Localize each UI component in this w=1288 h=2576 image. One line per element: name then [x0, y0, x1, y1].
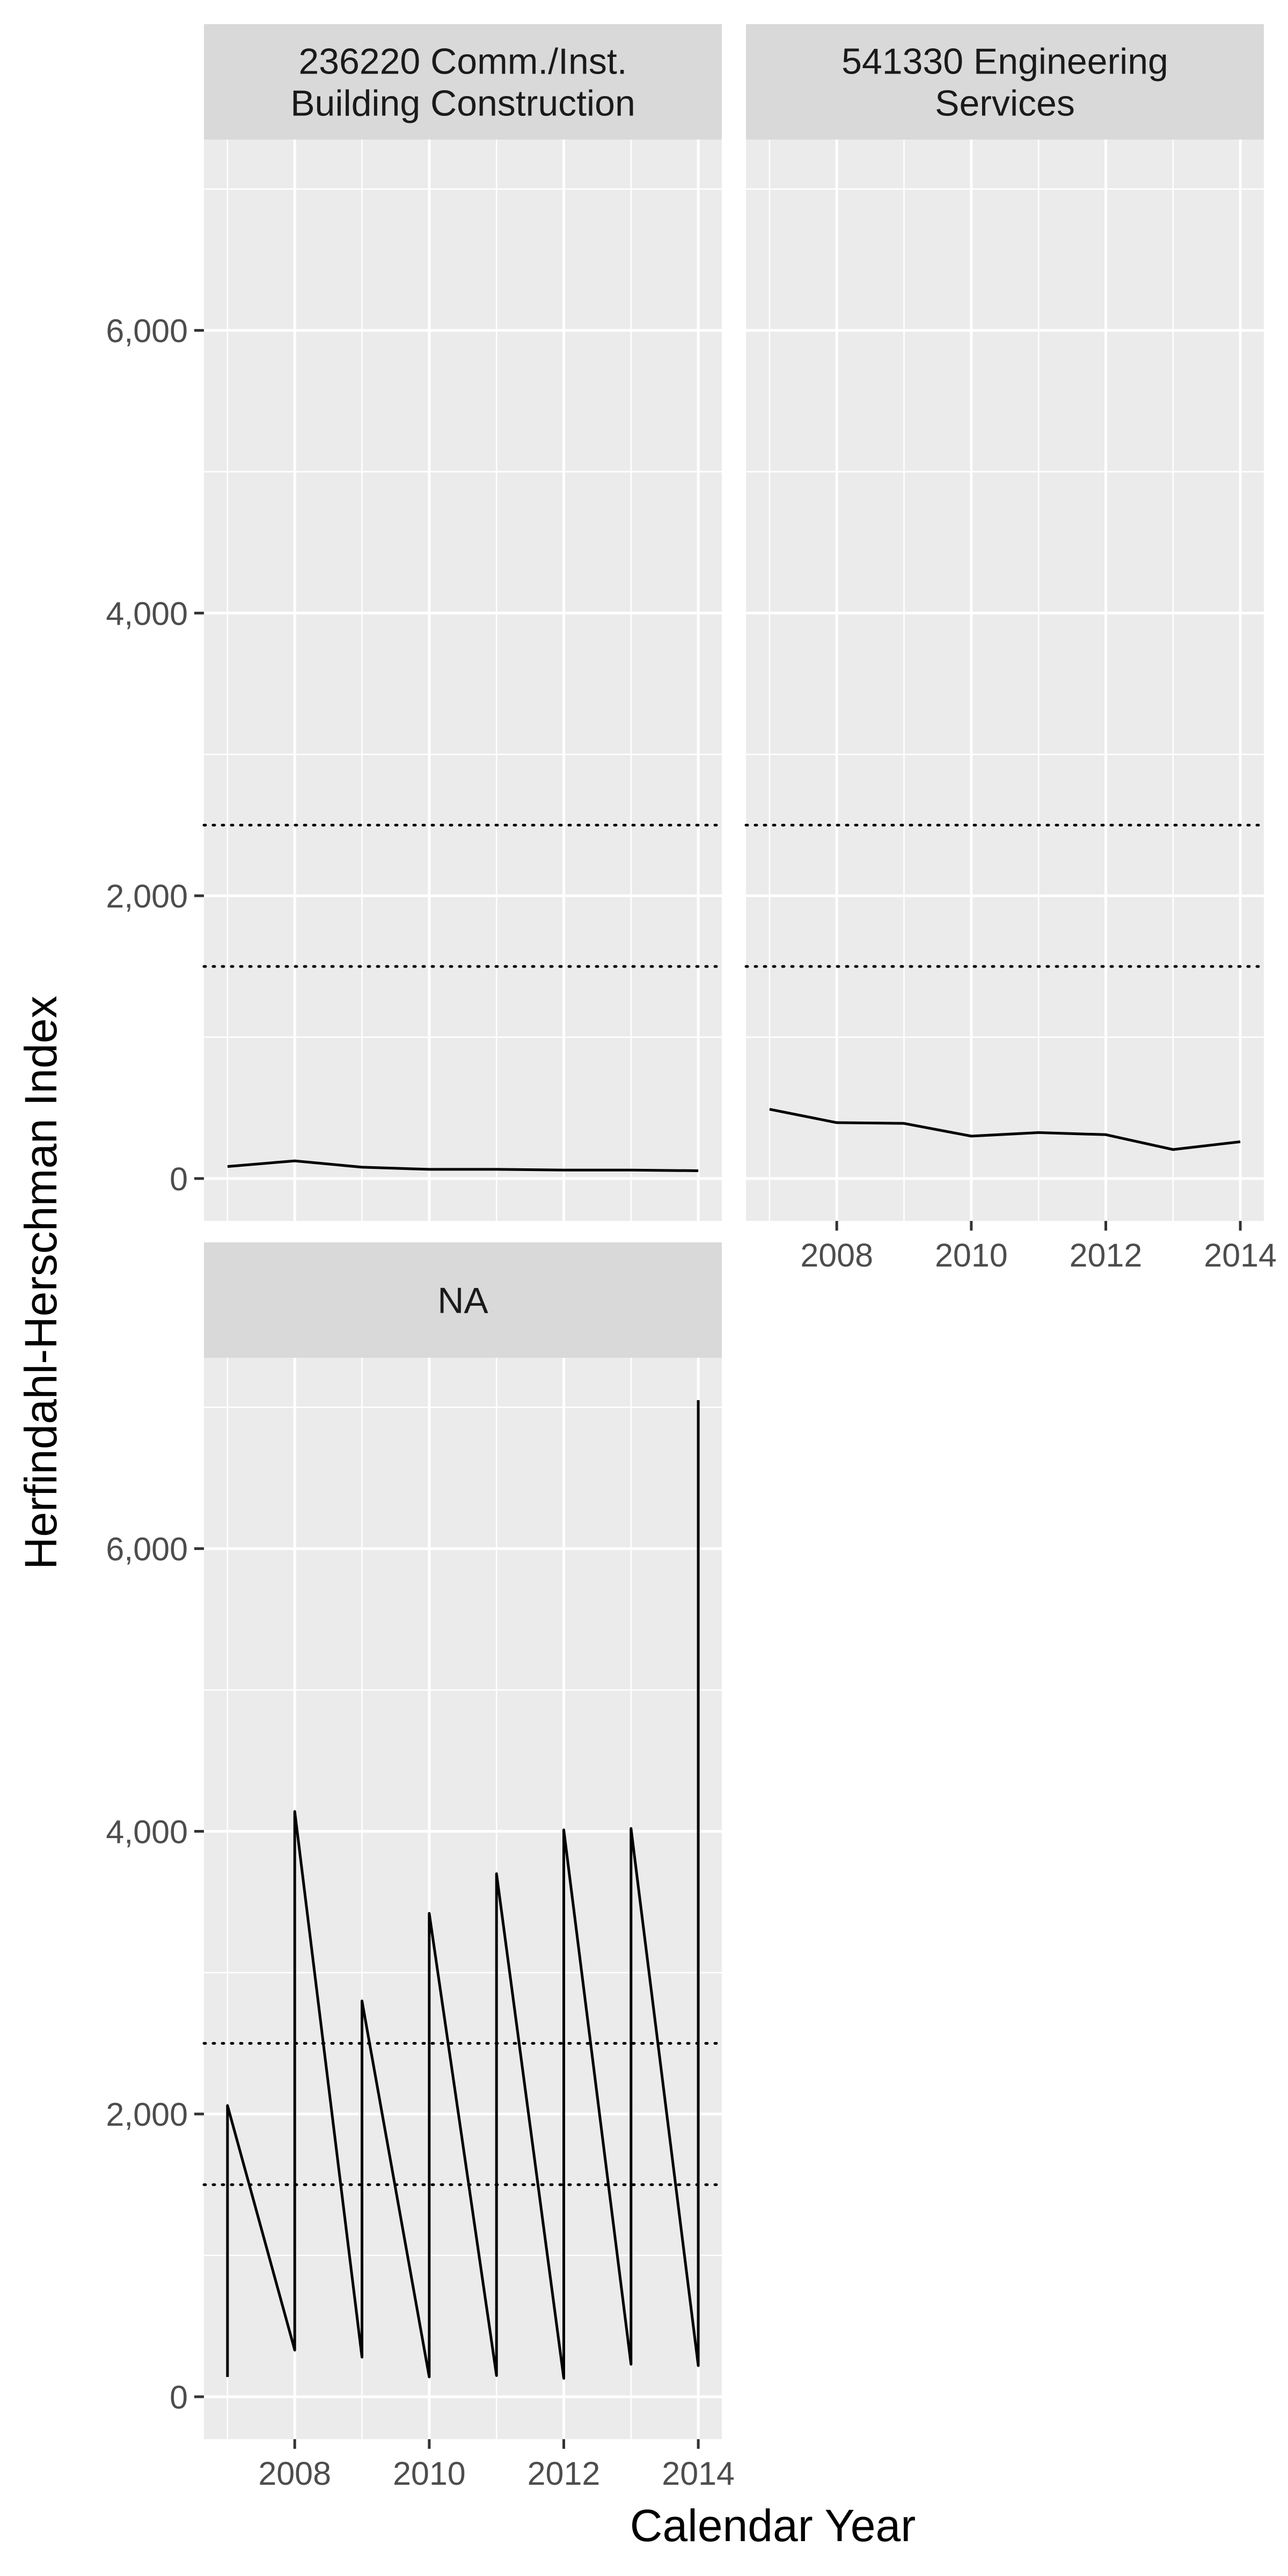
x-axis-title: Calendar Year [630, 2500, 916, 2551]
y-tick-label: 6,000 [106, 1531, 188, 1568]
y-tick-label: 2,000 [106, 2096, 188, 2133]
facet-title: NA [437, 1280, 488, 1321]
series-line [226, 1400, 700, 2380]
y-axis-title: Herfindahl-Herschman Index [16, 996, 66, 1569]
facet-title: 541330 Engineering [841, 41, 1168, 82]
facet-panel: NA 0 2,000 4,000 6,000 2008 2010 2012 2014 [106, 1242, 735, 2492]
facet-strip [746, 24, 1264, 140]
y-tick-label: 2,000 [106, 878, 188, 914]
x-tick-label: 2008 [258, 2455, 331, 2492]
y-tick-label: 4,000 [106, 595, 188, 632]
facet-panel: 236220 Comm./Inst.Building Construction 0… [106, 24, 723, 1221]
facet-title: Services [935, 83, 1075, 124]
y-tick-label: 0 [170, 1161, 188, 1197]
facet-title: Building Construction [290, 83, 635, 124]
x-tick-label: 2012 [1070, 1237, 1143, 1274]
facet-strip [204, 1242, 722, 1358]
x-tick-label: 2014 [1204, 1237, 1277, 1274]
facet-strip [204, 24, 722, 140]
plot-panel [746, 140, 1264, 1221]
y-tick-label: 0 [170, 2379, 188, 2416]
x-tick-label: 2012 [528, 2455, 601, 2492]
x-tick-label: 2014 [662, 2455, 735, 2492]
x-tick-label: 2008 [800, 1237, 873, 1274]
y-tick-label: 6,000 [106, 313, 188, 349]
x-tick-label: 2010 [935, 1237, 1008, 1274]
series-line [769, 1108, 1241, 1151]
plot-panel [204, 140, 722, 1221]
facet-title: 236220 Comm./Inst. [298, 41, 627, 82]
y-tick-label: 4,000 [106, 1813, 188, 1850]
x-tick-label: 2010 [393, 2455, 466, 2492]
series-line [227, 1159, 699, 1172]
facet-panels: 236220 Comm./Inst.Building Construction 0… [106, 24, 1277, 2492]
plot-panel [204, 1358, 722, 2439]
